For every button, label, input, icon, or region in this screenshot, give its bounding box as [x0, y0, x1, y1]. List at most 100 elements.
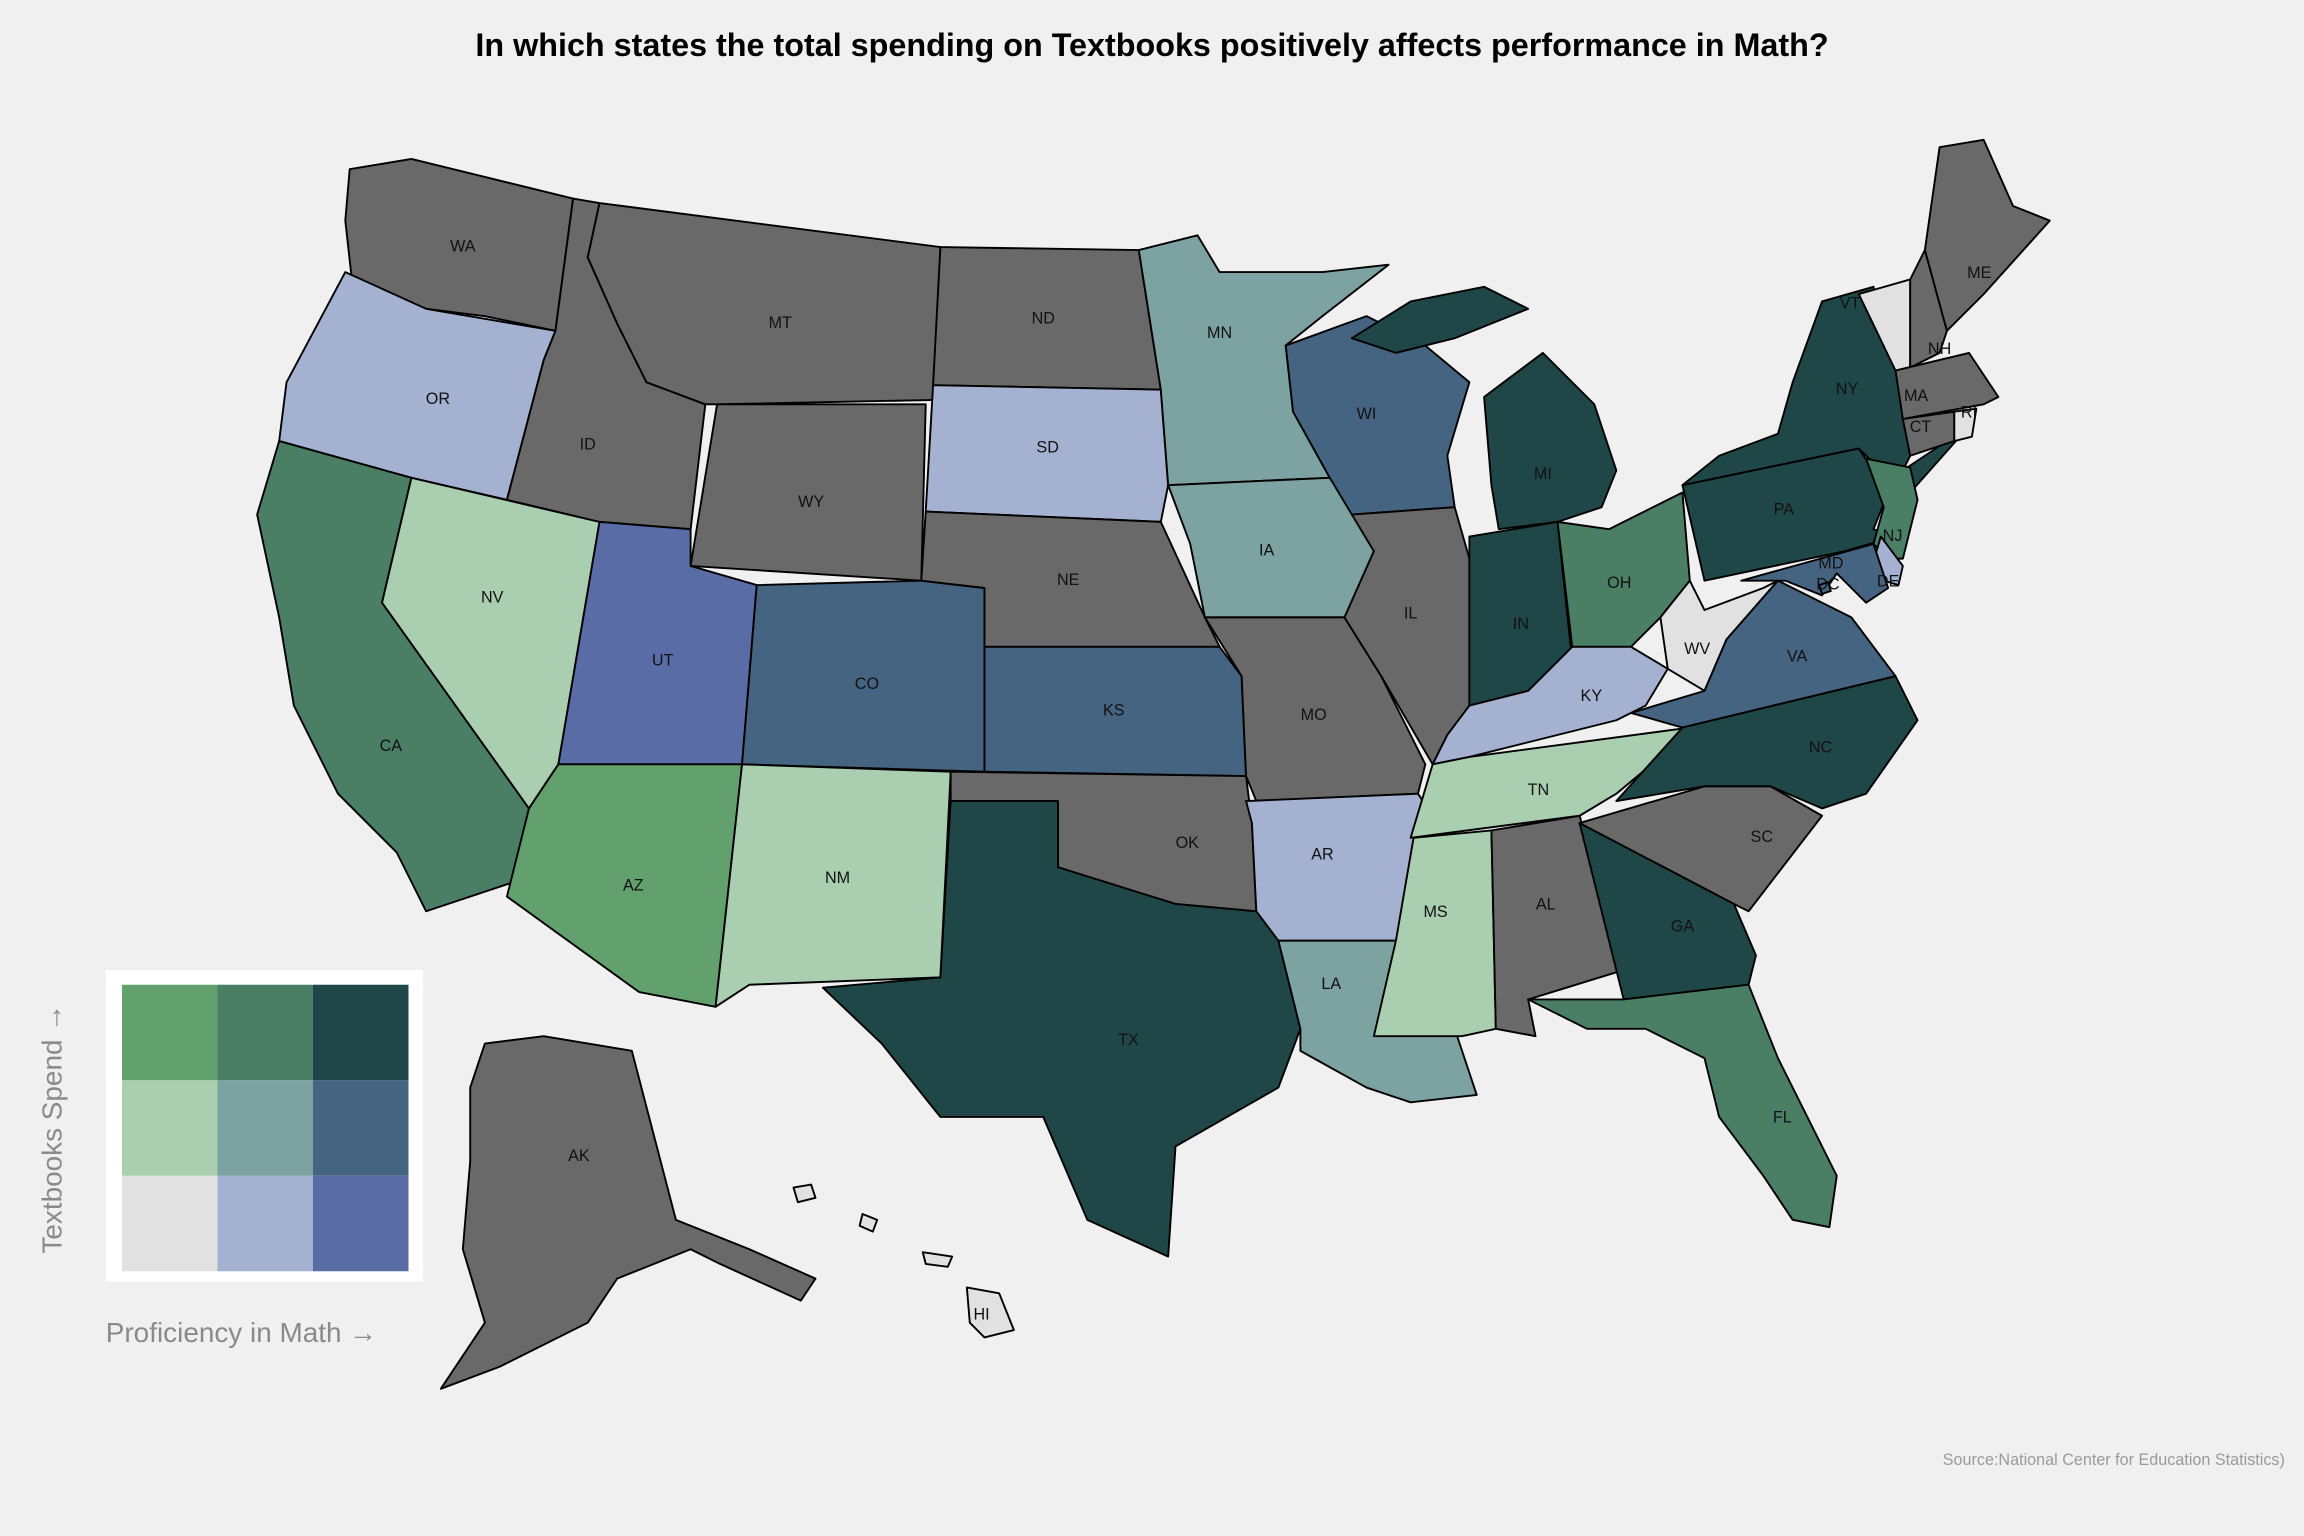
- state-ma[interactable]: [1894, 351, 2000, 420]
- states-layer: [256, 138, 2051, 1390]
- state-label: AL: [1536, 896, 1556, 914]
- legend: Textbooks Spend → Proficiency in Math →: [37, 970, 424, 1348]
- state-dc[interactable]: [1818, 581, 1832, 595]
- legend-cell-spend1-math2: [312, 1080, 409, 1176]
- state-label: NC: [1809, 738, 1833, 756]
- legend-x-label: Proficiency in Math →: [106, 1317, 377, 1348]
- state-hi[interactable]: [792, 1183, 1015, 1339]
- state-mn[interactable]: [1137, 234, 1390, 487]
- state-label: MS: [1423, 903, 1447, 921]
- state-shape[interactable]: [921, 1251, 954, 1268]
- source-note: Source:National Center for Education Sta…: [1943, 1451, 2285, 1469]
- state-wa[interactable]: [344, 157, 575, 332]
- state-label: MT: [769, 314, 792, 332]
- state-label: MI: [1534, 465, 1552, 483]
- state-label: WY: [798, 493, 824, 511]
- state-label: MN: [1207, 324, 1232, 342]
- state-label: WV: [1684, 640, 1710, 658]
- state-label: AZ: [623, 877, 644, 895]
- state-shape[interactable]: [344, 157, 575, 332]
- state-ga[interactable]: [1578, 822, 1757, 1001]
- state-shape[interactable]: [924, 384, 1170, 523]
- state-ri[interactable]: [1953, 407, 1978, 443]
- state-label: KS: [1103, 702, 1125, 720]
- state-label: HI: [973, 1306, 989, 1324]
- state-shape[interactable]: [1137, 234, 1390, 487]
- state-label: OH: [1607, 574, 1631, 592]
- state-sd[interactable]: [924, 384, 1170, 523]
- state-label: TN: [1528, 781, 1550, 799]
- state-tx[interactable]: [821, 800, 1302, 1258]
- legend-grid: [121, 984, 409, 1272]
- state-label: AK: [568, 1147, 590, 1165]
- state-label: AR: [1311, 846, 1333, 864]
- state-label: VA: [1787, 647, 1808, 665]
- legend-cell-spend2-math2: [312, 984, 409, 1081]
- chart-title: In which states the total spending on Te…: [475, 27, 1828, 63]
- state-shape[interactable]: [1818, 581, 1832, 595]
- state-shape[interactable]: [1615, 675, 1919, 810]
- state-label: NV: [481, 589, 504, 607]
- state-shape[interactable]: [1953, 407, 1978, 443]
- state-shape[interactable]: [1483, 351, 1618, 531]
- state-label: GA: [1671, 918, 1695, 936]
- state-label: ID: [580, 436, 596, 454]
- state-shape[interactable]: [1923, 138, 2051, 332]
- state-mi[interactable]: [1350, 285, 1618, 531]
- state-label: KY: [1581, 687, 1603, 705]
- state-label: RI: [1961, 403, 1977, 421]
- legend-cell-spend1-math1: [217, 1080, 313, 1176]
- state-labels-layer: WA OR CA NV ID MT WY UT AZ CO NM ND SD NE KS OK TX MN IA MO…: [380, 237, 1992, 1323]
- legend-cell-spend0-math2: [312, 1175, 409, 1272]
- state-label: PA: [1774, 500, 1795, 518]
- state-label: OR: [426, 390, 450, 408]
- state-ak[interactable]: [439, 1035, 817, 1390]
- state-label: NY: [1836, 380, 1859, 398]
- state-nh[interactable]: [1909, 249, 1948, 369]
- state-label: FL: [1773, 1109, 1792, 1127]
- legend-y-label: Textbooks Spend →: [37, 1004, 68, 1254]
- state-label: NJ: [1883, 527, 1903, 545]
- legend-cell-spend0-math0: [121, 1175, 218, 1272]
- state-md[interactable]: [1740, 542, 1890, 604]
- state-label: OK: [1176, 834, 1200, 852]
- state-label: CO: [855, 675, 879, 693]
- state-label: IL: [1404, 605, 1417, 623]
- state-label: TX: [1118, 1031, 1139, 1049]
- state-shape[interactable]: [1578, 822, 1757, 1001]
- state-shape[interactable]: [965, 1286, 1015, 1339]
- state-label: CT: [1910, 418, 1932, 436]
- state-label: DC: [1816, 575, 1840, 593]
- state-label: ME: [1967, 264, 1991, 282]
- state-label: SD: [1036, 439, 1058, 457]
- state-shape[interactable]: [858, 1213, 879, 1233]
- state-label: NH: [1928, 340, 1951, 358]
- state-shape[interactable]: [1350, 285, 1530, 354]
- state-fl[interactable]: [1527, 983, 1838, 1229]
- state-label: NE: [1057, 571, 1080, 589]
- state-shape[interactable]: [1527, 983, 1838, 1229]
- state-label: VT: [1840, 295, 1861, 313]
- state-label: IN: [1513, 615, 1529, 633]
- state-label: SC: [1751, 828, 1774, 846]
- state-shape[interactable]: [1909, 249, 1948, 369]
- state-shape[interactable]: [714, 763, 952, 1008]
- state-label: DE: [1877, 572, 1900, 590]
- state-label: NM: [825, 869, 850, 887]
- state-nc[interactable]: [1615, 675, 1919, 810]
- state-label: IA: [1259, 542, 1274, 560]
- state-label: UT: [652, 652, 674, 670]
- state-shape[interactable]: [439, 1035, 817, 1390]
- state-nm[interactable]: [714, 763, 952, 1008]
- state-label: LA: [1321, 975, 1341, 993]
- state-shape[interactable]: [1740, 542, 1890, 604]
- state-me[interactable]: [1923, 138, 2051, 332]
- state-shape[interactable]: [792, 1183, 817, 1204]
- state-label: ND: [1032, 309, 1055, 327]
- state-shape[interactable]: [821, 800, 1302, 1258]
- state-shape[interactable]: [1894, 351, 2000, 420]
- state-label: WA: [450, 237, 476, 255]
- state-label: WI: [1357, 405, 1377, 423]
- state-label: MD: [1818, 555, 1843, 573]
